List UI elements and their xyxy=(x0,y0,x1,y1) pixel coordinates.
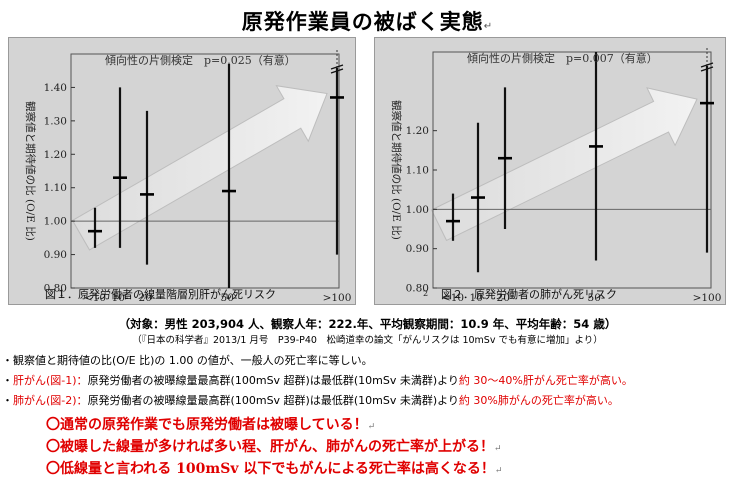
axis-break xyxy=(330,68,344,74)
x-tick-label: 10- xyxy=(470,292,487,304)
axis-break xyxy=(700,66,714,72)
y-tick-label: 1.10 xyxy=(44,182,67,194)
lung-cancer-chart: 0.80 0.90 1.00 1.10 1.20 <10 10- 20- 50- >100 傾向性の… xyxy=(390,46,722,304)
trend-arrow xyxy=(71,85,328,251)
liver-emphasis: 約 30～40%肝がん死亡率が高い。 xyxy=(458,374,633,387)
panel-number: 2 xyxy=(423,289,428,298)
y-tick-label: 1.10 xyxy=(406,165,429,177)
y-tick-label: 1.20 xyxy=(406,125,429,137)
y-tick-label: 1.40 xyxy=(44,82,67,94)
x-tick-label: 20- xyxy=(497,292,514,304)
conclusion-1: 〇通常の原発作業でも原発労働者は被曝している！↵ xyxy=(46,417,376,433)
x-tick-label: <10 xyxy=(84,292,106,304)
x-tick-label: >100 xyxy=(323,292,352,304)
bullet-lung-cancer: ・肺がん(図-2)：原発労働者の被曝線量最高群(100mSv 超群)は最低群(1… xyxy=(2,394,619,407)
liver-cancer-chart: 0.80 0.90 1.00 1.10 1.20 1.30 1.40 <10 10- 20- 50-… xyxy=(24,48,352,304)
x-tick-label: 10- xyxy=(112,292,129,304)
axis-break xyxy=(330,64,344,70)
y-tick-label: 0.90 xyxy=(406,243,429,255)
y-axis-label: 観察値と期待値の比 (O/E 比) xyxy=(390,100,403,240)
lung-label: 肺がん(図-2)： xyxy=(13,394,88,407)
x-tick-label: 50- xyxy=(221,292,238,304)
chart-panel-lung: 0.80 0.90 1.00 1.10 1.20 <10 10- 20- 50- >100 傾向性の… xyxy=(374,37,726,305)
y-tick-label: 0.80 xyxy=(44,283,67,295)
trend-test-annotation: 傾向性の片側検定 p=0.007（有意） xyxy=(467,51,658,65)
lung-emphasis: 約 30%肺がんの死亡率が高い。 xyxy=(458,394,619,407)
study-population: （対象：男性 203,904 人、観察人年：222.年、平均観察期間：10.9 … xyxy=(118,317,617,331)
bullet-liver-cancer: ・肝がん(図-1)：原発労働者の被曝線量最高群(100mSv 超群)は最低群(1… xyxy=(2,374,633,387)
trend-arrow xyxy=(430,87,698,242)
x-tick-label: 20- xyxy=(139,292,156,304)
conclusion-3: 〇低線量と言われる 100mSv 以下でもがんによる死亡率は高くなる！↵ xyxy=(46,461,503,477)
y-tick-label: 1.00 xyxy=(406,204,429,216)
y-tick-label: 1.30 xyxy=(44,115,67,127)
chart-caption-liver: 図１．原発労働者の線量階層別肝がん死リスク xyxy=(45,288,276,301)
bullet-oe-ratio: ・観察値と期待値の比(O/E 比)の 1.00 の値が、一般人の死亡率に等しい。 xyxy=(2,354,373,367)
liver-label: 肝がん(図-1)： xyxy=(13,374,88,387)
y-axis-label: 観察値と期待値の比 (O/E 比) xyxy=(24,101,37,241)
chart-panel-liver: 0.80 0.90 1.00 1.10 1.20 1.30 1.40 <10 10- 20- 50-… xyxy=(8,37,356,305)
x-tick-label: <10 xyxy=(442,292,464,304)
page-title: 原発作業員の被ばく実態↵ xyxy=(241,10,494,34)
conclusion-2: 〇被曝した線量が多ければ多い程、肝がん、肺がんの死亡率が上がる！↵ xyxy=(46,439,502,455)
y-tick-label: 1.00 xyxy=(44,216,67,228)
panel-number: 1 xyxy=(59,289,64,298)
y-tick-label: 0.80 xyxy=(406,283,429,295)
plot-frame xyxy=(70,53,340,289)
trend-test-annotation: 傾向性の片側検定 p=0.025（有意） xyxy=(105,53,296,67)
x-tick-label: 50- xyxy=(588,292,605,304)
axis-break xyxy=(700,62,714,68)
chart-caption-lung: 図２．原発労働者の肺がん死リスク xyxy=(441,288,617,301)
source-citation: （『日本の科学者』2013/1 月号 P39-P40 松崎道幸の論文「がんリスク… xyxy=(132,335,603,346)
x-tick-label: >100 xyxy=(693,292,722,304)
y-tick-label: 0.90 xyxy=(44,249,67,261)
y-tick-label: 1.20 xyxy=(44,149,67,161)
